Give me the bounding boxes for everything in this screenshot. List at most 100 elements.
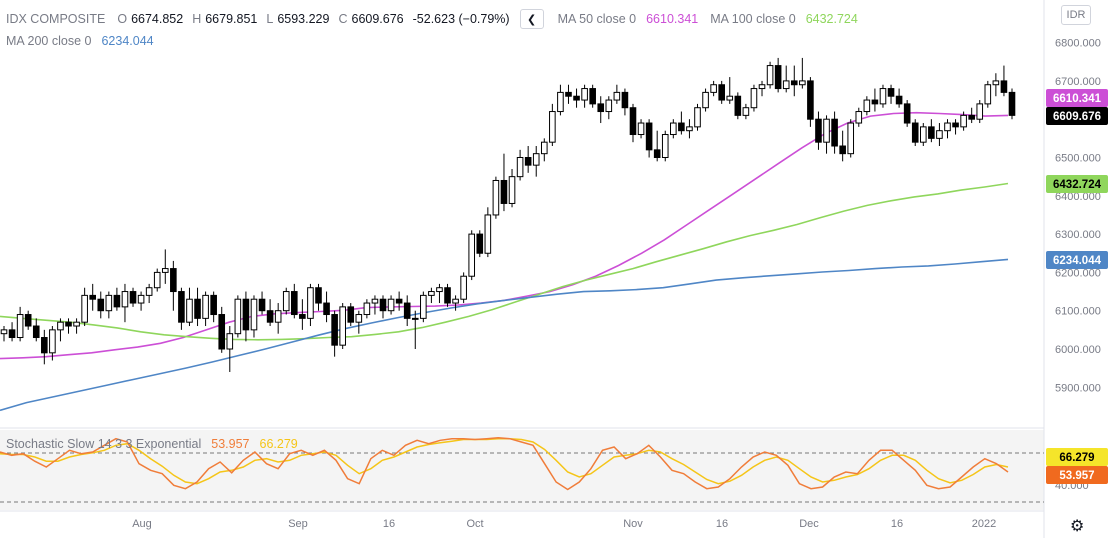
candle-body — [549, 111, 556, 143]
candle-body — [97, 298, 105, 312]
candle-body — [331, 314, 338, 346]
candle-body — [799, 80, 806, 86]
close-value: 6609.676 — [351, 12, 404, 26]
stoch-k-badge-bg — [1046, 466, 1108, 484]
candle-body — [540, 141, 548, 155]
low-value: 6593.229 — [277, 12, 330, 26]
candle-body — [815, 118, 822, 143]
moving-averages — [0, 111, 1009, 412]
time-tick-label: Aug — [132, 518, 152, 530]
candle-body — [49, 329, 56, 354]
price-tick-label: 6100.000 — [1055, 306, 1101, 318]
candle-body — [621, 91, 629, 109]
candle-body — [363, 302, 371, 316]
candle-body — [202, 294, 209, 319]
price-tick-label: 6300.000 — [1055, 229, 1101, 241]
high-value: 6679.851 — [205, 12, 258, 26]
candles — [0, 57, 1016, 372]
gear-icon[interactable]: ⚙ — [1070, 518, 1085, 535]
candle-body — [170, 268, 177, 293]
candle-body — [686, 126, 693, 132]
candle-body — [186, 298, 193, 323]
candle-body — [113, 294, 121, 308]
time-tick-label: Sep — [288, 518, 308, 530]
candle-body — [355, 314, 363, 323]
candle-body — [895, 95, 903, 105]
symbol-legend: IDX COMPOSITE O 6674.852 H 6679.851 L 6593.… — [6, 9, 858, 29]
candle-body — [823, 118, 830, 143]
candle-body — [57, 321, 64, 331]
symbol-name: IDX COMPOSITE — [6, 12, 106, 26]
candle-body — [395, 298, 403, 304]
price-badges: 6610.341 6609.676 6432.724 6234.044 66.279 53… — [1046, 89, 1108, 484]
candle-body — [81, 294, 88, 323]
time-tick-label: 16 — [716, 518, 728, 530]
ma100-label: MA 100 close 0 — [710, 12, 796, 26]
candle-body — [41, 337, 48, 354]
candle-body — [960, 114, 967, 128]
stoch-k-badge: 53.957 — [1059, 470, 1094, 482]
candle-body — [226, 333, 234, 350]
candle-body — [637, 122, 645, 136]
candle-body — [734, 95, 742, 116]
close-label: C — [338, 12, 348, 26]
candle-body — [105, 294, 113, 312]
candle-body — [936, 130, 943, 139]
time-axis: Aug Sep 16 Oct Nov 16 Dec 16 2022 — [132, 518, 996, 530]
candle-body — [476, 233, 484, 254]
candle-body — [234, 298, 242, 335]
ma200-value: 6234.044 — [101, 34, 154, 48]
candle-body — [274, 310, 282, 323]
chevron-left-icon[interactable]: ❮ — [519, 9, 544, 29]
time-tick-label: 2022 — [972, 518, 996, 530]
stoch-label: Stochastic Slow 14 3 3 Exponential — [6, 437, 202, 451]
candle-body — [524, 157, 532, 166]
candle-body — [919, 126, 927, 143]
candle-body — [420, 294, 427, 319]
ma50-badge: 6610.341 — [1053, 93, 1102, 105]
candle-body — [661, 134, 669, 159]
candle-body — [565, 91, 572, 97]
candle-body — [291, 291, 298, 316]
currency-button[interactable]: IDR — [1061, 5, 1091, 25]
ma200-label: MA 200 close 0 — [6, 34, 92, 48]
candle-body — [871, 99, 879, 105]
candle-body — [178, 291, 185, 323]
candle-body — [589, 88, 596, 105]
price-tick-label: 6000.000 — [1055, 344, 1101, 356]
candle-body — [307, 287, 314, 319]
ma200-legend: MA 200 close 0 6234.044 — [6, 34, 154, 48]
open-value: 6674.852 — [131, 12, 184, 26]
candle-body — [428, 291, 435, 296]
time-tick-label: 16 — [891, 518, 903, 530]
candle-body — [492, 179, 500, 216]
ma100-value: 6432.724 — [805, 12, 858, 26]
candle-body — [315, 287, 322, 304]
candle-body — [774, 65, 782, 90]
candle-body — [500, 179, 508, 204]
candle-body — [371, 298, 379, 304]
time-tick-label: Oct — [466, 518, 483, 530]
candle-body — [984, 84, 992, 105]
candle-body — [444, 287, 451, 304]
stoch-d-badge: 66.279 — [1059, 452, 1094, 464]
candle-body — [573, 95, 580, 101]
close-badge-bg — [1046, 107, 1108, 125]
candle-body — [403, 302, 411, 319]
stoch-d-badge-bg — [1046, 448, 1108, 466]
candle-body — [24, 314, 32, 327]
candle-body — [508, 176, 516, 204]
candle-body — [218, 314, 226, 350]
stoch-k-value: 53.957 — [211, 437, 250, 451]
candle-body — [766, 65, 774, 86]
candle-body — [89, 294, 97, 300]
candle-body — [992, 80, 1000, 86]
candle-body — [831, 118, 838, 147]
candle-body — [790, 80, 798, 86]
ma100-badge-bg — [1046, 175, 1108, 193]
candle-body — [1008, 91, 1016, 116]
candle-body — [678, 122, 685, 132]
candle-body — [807, 80, 814, 120]
candle-body — [129, 291, 137, 304]
